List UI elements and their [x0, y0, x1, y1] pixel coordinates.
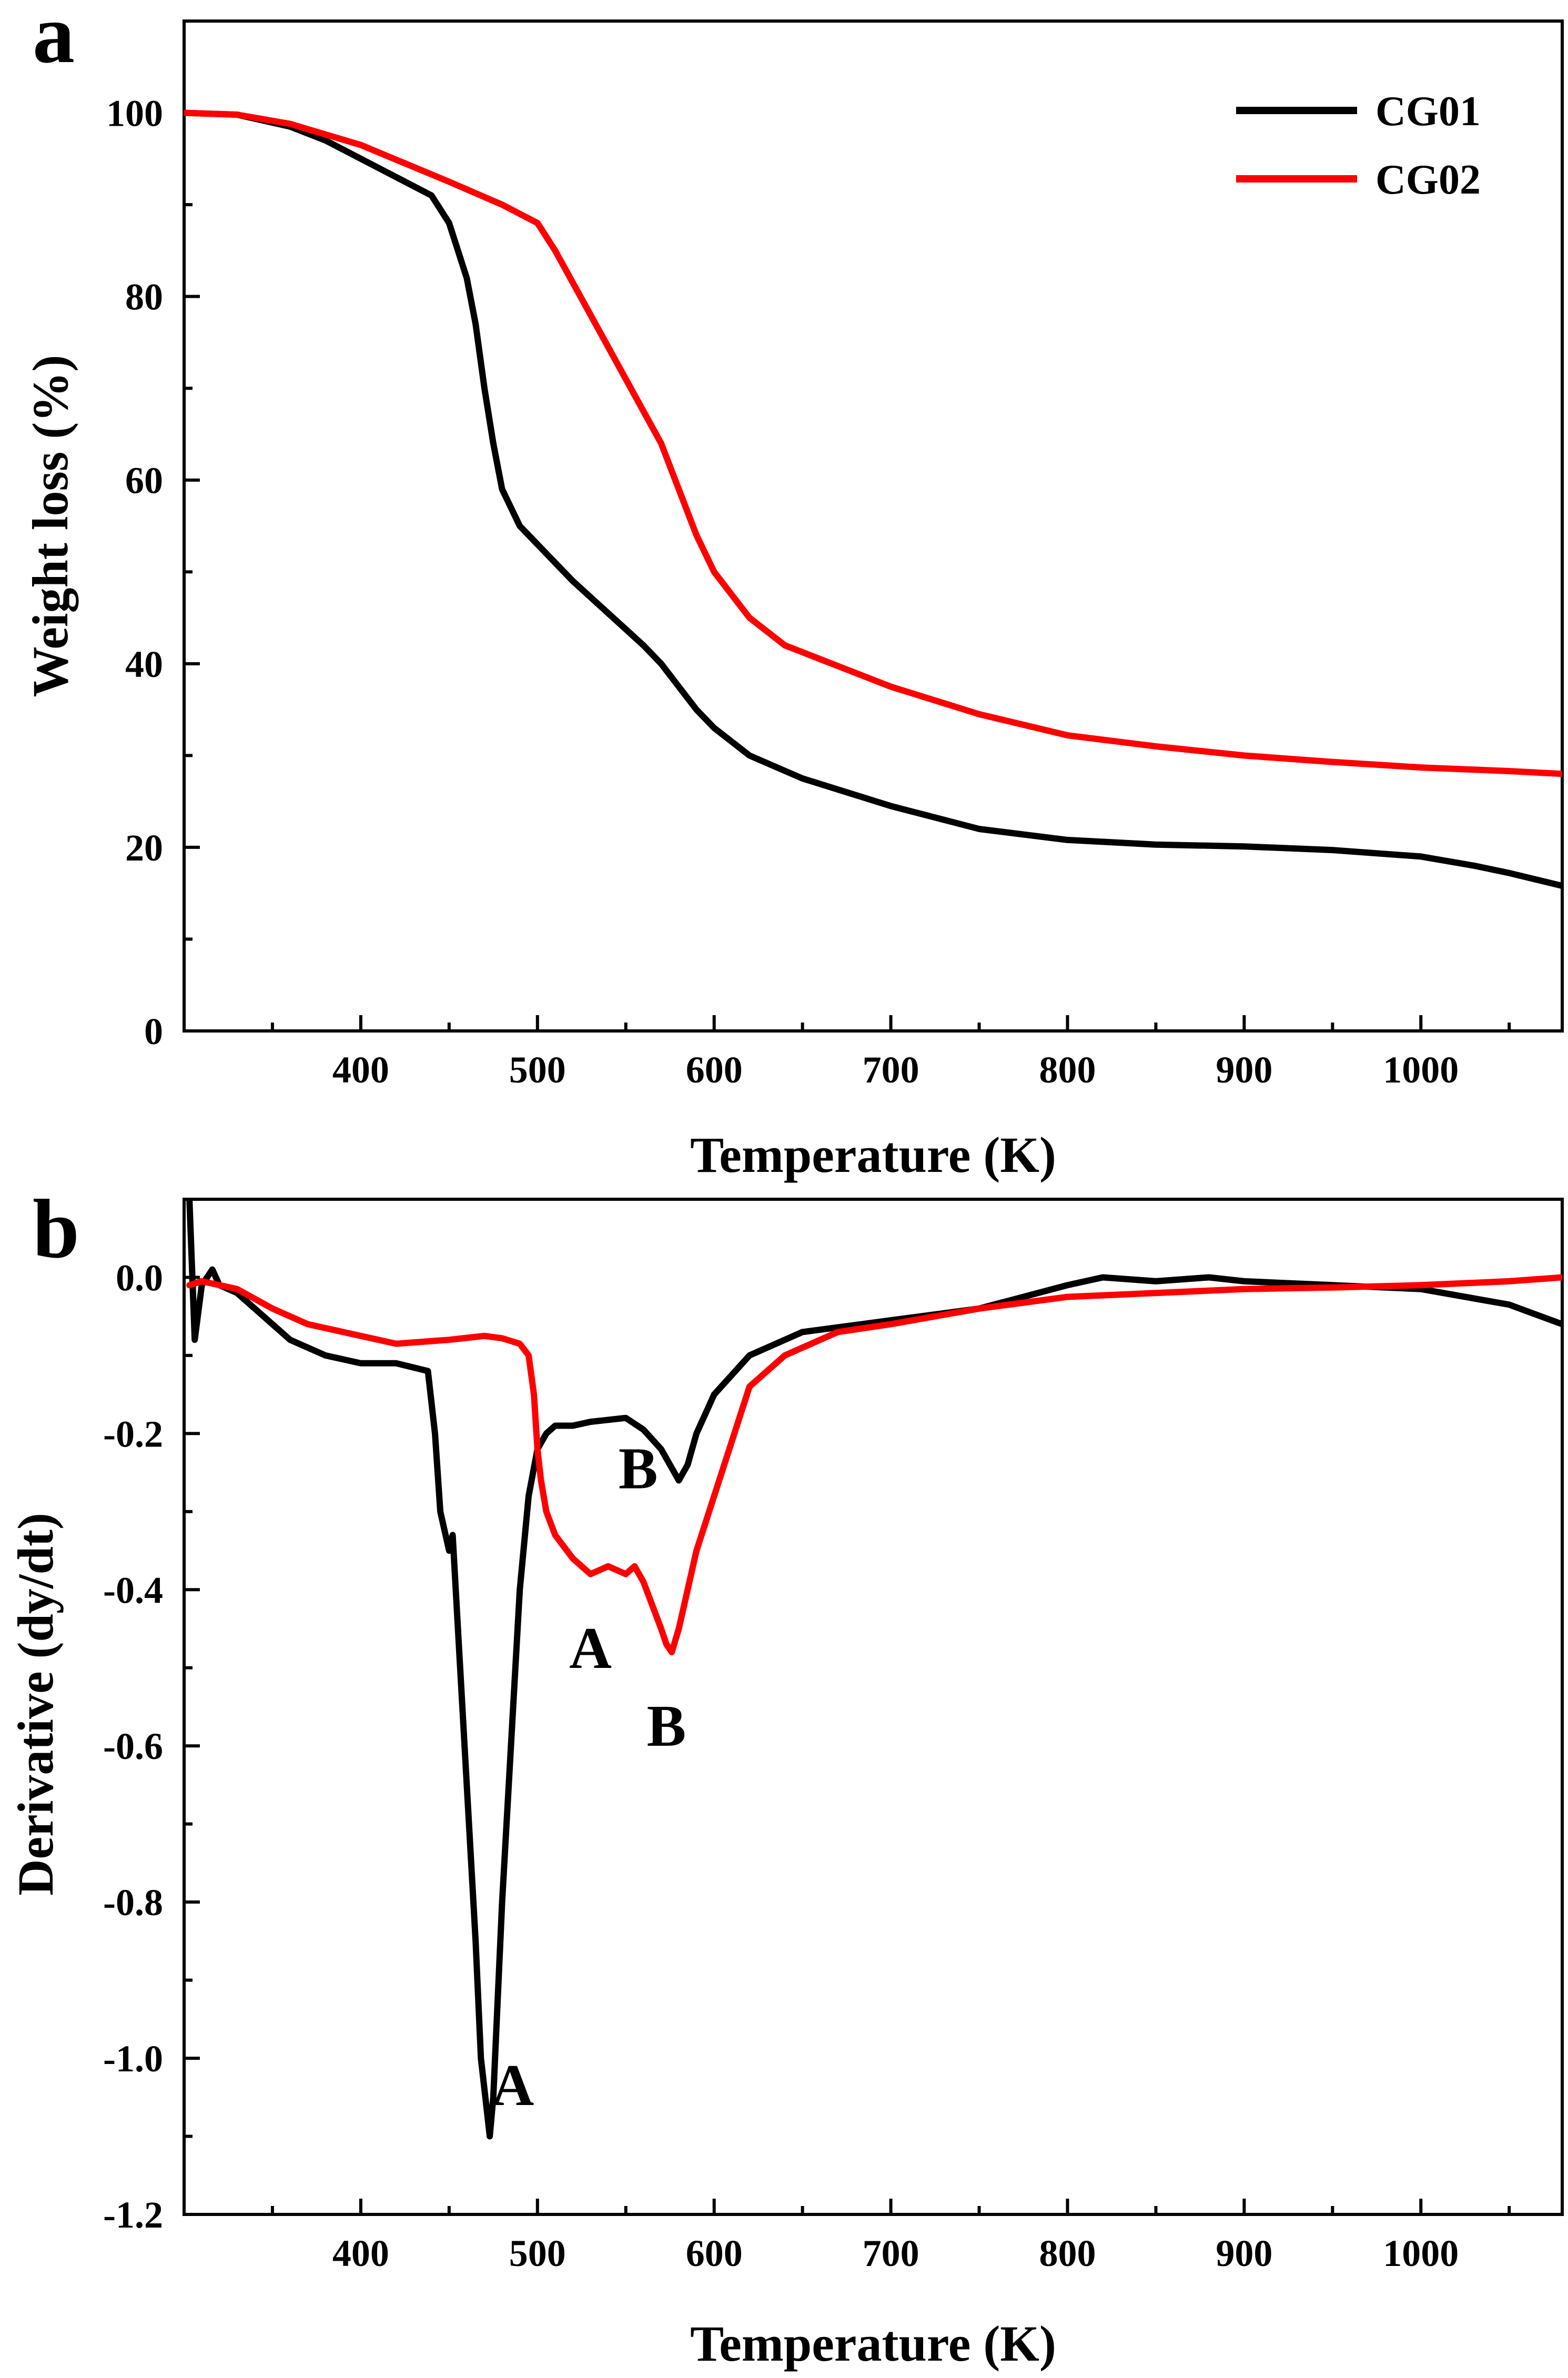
x-tick-label: 900 — [1216, 1049, 1272, 1091]
panel-b-letter: b — [33, 1182, 79, 1276]
legend-label-cg01: CG01 — [1375, 88, 1481, 135]
panel-b-derivative-chart: b 400 500 600 700 800 900 1000 -1.2 -1.0 -0.8 -0.… — [7, 1182, 1564, 2372]
y-tick-label: -0.2 — [103, 1413, 163, 1455]
y-tick-label: -1.0 — [103, 2038, 163, 2080]
panel-b-series-lines — [186, 1199, 1562, 2140]
y-tick-label: -0.8 — [103, 1881, 163, 1924]
panel-a-letter: a — [33, 0, 75, 80]
y-tick-label: 100 — [106, 93, 163, 135]
legend-label-cg02: CG02 — [1375, 157, 1481, 203]
panel-b-y-axis-title: Derivative (dy/dt) — [7, 1513, 64, 1896]
y-tick-label: 0 — [144, 1010, 163, 1053]
y-tick-label: -0.6 — [103, 1725, 163, 1767]
panel-a-legend: CG01 CG02 — [1236, 88, 1481, 203]
panel-a-y-tick-labels: 0 20 40 60 80 100 — [106, 93, 163, 1053]
y-tick-label: 60 — [125, 460, 163, 502]
peak-label-b-cg01: B — [619, 1436, 658, 1501]
series-line-cg02 — [186, 1274, 1562, 1656]
y-tick-label: -1.2 — [103, 2194, 163, 2236]
panel-a-x-tick-labels: 400 500 600 700 800 900 1000 — [332, 1049, 1459, 1091]
panel-a-weight-loss-chart: a 400 500 600 700 800 900 1000 0 20 40 60 80 100 Te… — [22, 0, 1564, 1183]
x-tick-label: 800 — [1039, 2232, 1096, 2274]
panel-b-x-axis-title: Temperature (K) — [690, 2315, 1056, 2372]
y-tick-label: 0.0 — [116, 1257, 163, 1299]
x-tick-label: 700 — [863, 1049, 919, 1091]
series-line-cg01 — [184, 109, 1562, 889]
x-tick-label: 400 — [332, 1049, 389, 1091]
panel-a-series-lines — [184, 109, 1562, 889]
x-tick-label: 800 — [1039, 1049, 1096, 1091]
peak-label-a-cg01: A — [491, 2053, 534, 2118]
panel-b-y-tick-labels: -1.2 -1.0 -0.8 -0.6 -0.4 -0.2 0.0 — [103, 1257, 163, 2236]
x-tick-label: 500 — [509, 2232, 566, 2274]
x-tick-label: 400 — [332, 2232, 389, 2274]
y-tick-label: 80 — [125, 276, 163, 318]
y-tick-label: 20 — [125, 827, 163, 869]
y-tick-label: -0.4 — [103, 1569, 163, 1611]
panel-b-ticks — [183, 1198, 1511, 2216]
panel-a-plot-frame — [183, 19, 1564, 1033]
x-tick-label: 700 — [863, 2232, 919, 2274]
panel-b-x-tick-labels: 400 500 600 700 800 900 1000 — [332, 2232, 1459, 2274]
x-tick-label: 600 — [686, 1049, 743, 1091]
x-tick-label: 1000 — [1383, 2232, 1459, 2274]
series-line-cg02 — [184, 109, 1562, 777]
x-tick-label: 1000 — [1383, 1049, 1459, 1091]
x-tick-label: 900 — [1216, 2232, 1272, 2274]
peak-label-a-cg02: A — [569, 1616, 612, 1681]
panel-a-x-axis-title: Temperature (K) — [690, 1127, 1056, 1183]
panel-b-plot-frame — [183, 1198, 1564, 2216]
x-tick-label: 600 — [686, 2232, 743, 2274]
y-tick-label: 40 — [125, 643, 163, 685]
peak-label-b-cg02: B — [647, 1694, 686, 1759]
panel-a-y-axis-title: Weight loss (%) — [22, 355, 78, 697]
series-line-cg01 — [186, 1199, 1562, 2140]
x-tick-label: 500 — [509, 1049, 566, 1091]
